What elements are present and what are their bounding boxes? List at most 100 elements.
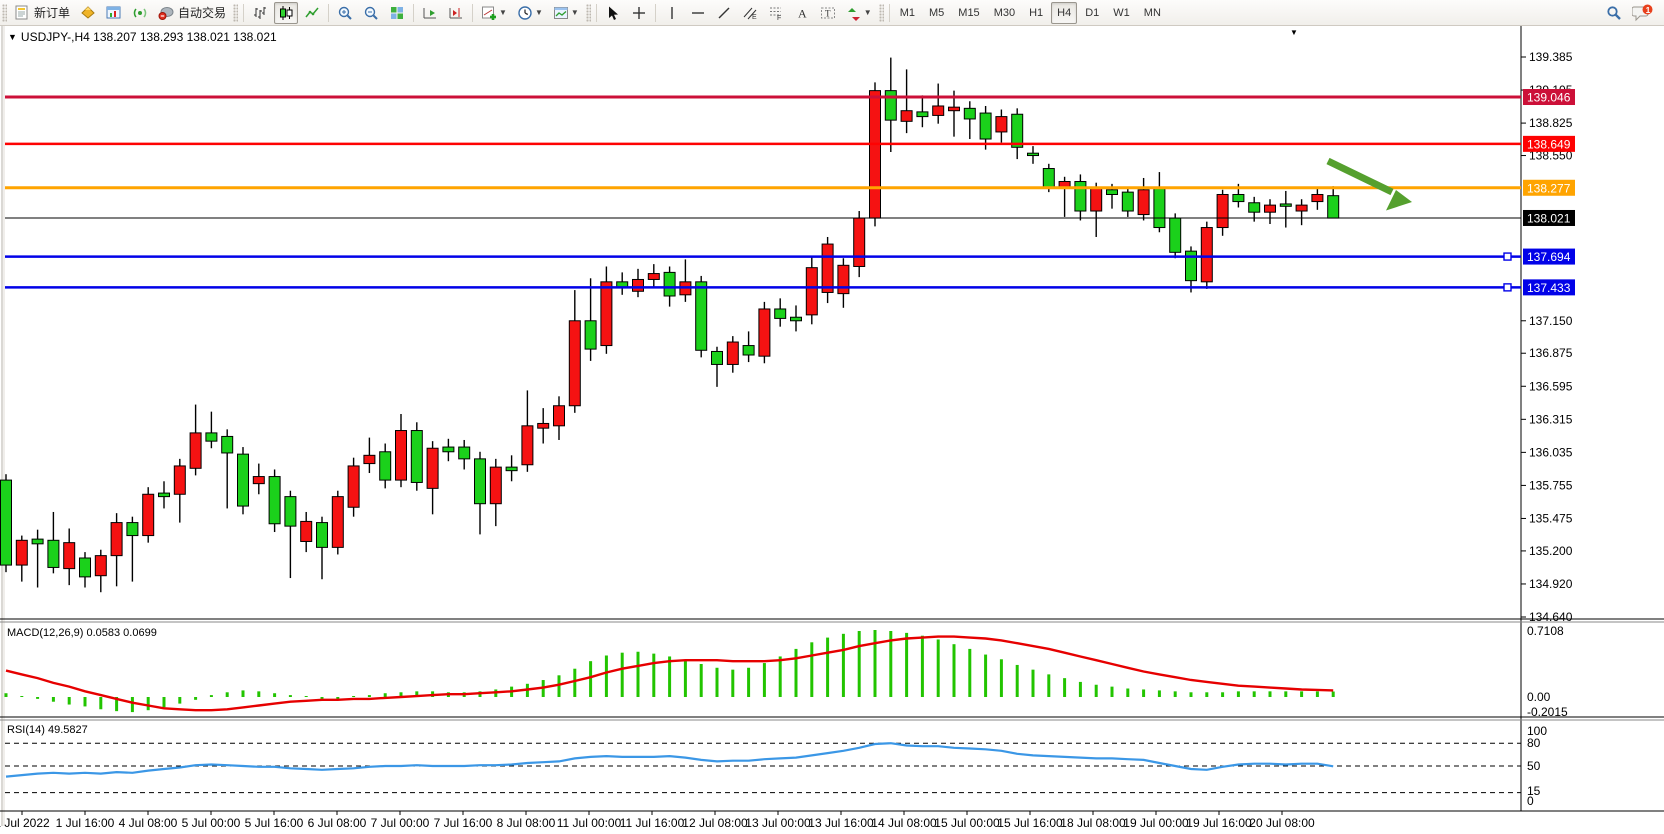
trendline-button[interactable] bbox=[712, 2, 736, 24]
label-button[interactable]: T bbox=[816, 2, 840, 24]
chat-icon[interactable]: 1 bbox=[1632, 4, 1654, 22]
svg-text:135.475: 135.475 bbox=[1529, 511, 1573, 525]
timeframe-button-h4[interactable]: H4 bbox=[1051, 1, 1078, 24]
chart-window-button[interactable] bbox=[102, 2, 126, 24]
signals-button[interactable] bbox=[128, 2, 152, 24]
zoom-in-button[interactable] bbox=[333, 2, 357, 24]
chart-line-icon bbox=[304, 5, 320, 21]
timeframe-button-d1[interactable]: D1 bbox=[1085, 6, 1100, 19]
candle-body bbox=[63, 542, 76, 570]
fibonacci-button[interactable]: F bbox=[764, 2, 788, 24]
date-label: 20 Jul 08:00 bbox=[1249, 816, 1315, 830]
toolbar-grip[interactable] bbox=[878, 3, 884, 22]
channel-button[interactable]: E bbox=[738, 2, 762, 24]
support-line-1-handle[interactable] bbox=[1503, 252, 1512, 261]
market-watch-button[interactable] bbox=[76, 2, 100, 24]
timeframe-button-h1[interactable]: H1 bbox=[1029, 6, 1044, 19]
text-button[interactable]: A bbox=[790, 2, 814, 24]
one-click-trading-icon[interactable]: ▼ bbox=[8, 32, 17, 42]
indicators-button[interactable]: ▼ bbox=[477, 2, 511, 24]
date-label: 8 Jul 08:00 bbox=[497, 816, 556, 830]
trend-arrow-annotation[interactable] bbox=[1326, 157, 1412, 211]
candle-body bbox=[1074, 181, 1087, 212]
candle-body bbox=[695, 281, 708, 351]
candle-body bbox=[1295, 204, 1308, 212]
zoom-out-button[interactable] bbox=[359, 2, 383, 24]
chart-line-button[interactable] bbox=[300, 2, 324, 24]
timeframe-button-m15[interactable]: M15 bbox=[958, 6, 980, 19]
candle-body bbox=[142, 493, 155, 537]
chart-canvas[interactable]: 139.385139.105138.825138.550137.150136.8… bbox=[0, 26, 1664, 834]
timeframe-button-m1[interactable]: M1 bbox=[899, 6, 915, 19]
vertical-line-button[interactable] bbox=[660, 2, 684, 24]
order-form-icon bbox=[14, 5, 30, 21]
tile-windows-button[interactable] bbox=[385, 2, 409, 24]
last-bar-marker-icon[interactable]: ▼ bbox=[1290, 28, 1298, 37]
horizontal-lines[interactable]: 139.046 138.649 138.277 138.021 137.694 137.4… bbox=[5, 89, 1575, 296]
candle-body bbox=[979, 112, 992, 140]
price-badge-label: 138.277 bbox=[1527, 181, 1571, 195]
chart-shift-button[interactable] bbox=[444, 2, 468, 24]
candle-body bbox=[158, 492, 170, 498]
auto-trading-button-label: 自动交易 bbox=[178, 6, 227, 20]
svg-text:A: A bbox=[798, 6, 807, 20]
chart-candles-button[interactable] bbox=[274, 1, 299, 24]
candle-body bbox=[458, 446, 471, 460]
candle-body bbox=[426, 447, 439, 489]
chevron-down-icon[interactable]: ▼ bbox=[534, 8, 543, 17]
search-icon[interactable] bbox=[1606, 5, 1622, 21]
candle-body bbox=[916, 111, 929, 118]
cursor-button[interactable] bbox=[601, 2, 625, 24]
new-order-button[interactable]: 新订单 bbox=[10, 2, 74, 24]
zoom-out-icon bbox=[363, 5, 379, 21]
svg-text:138.550: 138.550 bbox=[1529, 149, 1573, 163]
auto-scroll-icon bbox=[422, 5, 438, 21]
price-badge-label: 137.433 bbox=[1527, 281, 1571, 295]
toolbar-grip[interactable] bbox=[2, 3, 7, 22]
auto-trading-button[interactable]: 自动交易 bbox=[154, 2, 230, 24]
toolbar-separator bbox=[595, 3, 597, 22]
candle-body bbox=[1027, 152, 1039, 157]
candle-body bbox=[1121, 191, 1134, 212]
svg-text:E: E bbox=[752, 14, 757, 21]
toolbar-grip[interactable] bbox=[585, 3, 591, 22]
candle-body bbox=[79, 557, 91, 578]
horizontal-line-button[interactable] bbox=[686, 2, 710, 24]
timeframe-button-mn[interactable]: MN bbox=[1143, 6, 1161, 19]
chevron-down-icon[interactable]: ▼ bbox=[570, 8, 579, 17]
candle-body bbox=[110, 522, 123, 557]
timeframe-button-m30[interactable]: M30 bbox=[993, 6, 1016, 19]
chart-shift-icon bbox=[448, 5, 464, 21]
auto-scroll-button[interactable] bbox=[418, 2, 442, 24]
crosshair-button[interactable] bbox=[627, 2, 651, 24]
candle-body bbox=[521, 425, 534, 466]
candle-body bbox=[505, 466, 518, 472]
macd-signal-line bbox=[5, 635, 1334, 712]
periods-icon bbox=[517, 5, 533, 21]
periods-button[interactable]: ▼ bbox=[513, 2, 547, 24]
chart-bars-button[interactable] bbox=[248, 2, 272, 24]
candle-body bbox=[410, 430, 423, 483]
svg-text:0: 0 bbox=[1527, 794, 1534, 808]
chevron-down-icon[interactable]: ▼ bbox=[499, 8, 507, 17]
candle-body bbox=[1248, 202, 1261, 213]
timeframe-button-m5[interactable]: M5 bbox=[929, 6, 945, 19]
candle-body bbox=[0, 479, 12, 566]
timeframe-button-w1[interactable]: W1 bbox=[1113, 6, 1130, 19]
templates-button[interactable]: ▼ bbox=[549, 2, 583, 24]
svg-text:-0.2015: -0.2015 bbox=[1527, 705, 1568, 719]
svg-text:136.315: 136.315 bbox=[1529, 412, 1573, 426]
toolbar-grip[interactable] bbox=[233, 3, 239, 22]
toolbar-separator bbox=[888, 3, 890, 22]
chevron-down-icon[interactable]: ▼ bbox=[863, 8, 872, 17]
candle-body bbox=[284, 496, 297, 527]
svg-text:100: 100 bbox=[1527, 724, 1547, 738]
candle-body bbox=[15, 539, 28, 566]
arrow-shaft bbox=[1326, 157, 1394, 196]
svg-text:137.150: 137.150 bbox=[1529, 314, 1573, 328]
chart-candles-icon bbox=[278, 5, 294, 21]
shapes-button[interactable]: ▼ bbox=[842, 2, 876, 24]
support-line-2-handle[interactable] bbox=[1503, 283, 1512, 292]
candle-body bbox=[173, 465, 186, 495]
